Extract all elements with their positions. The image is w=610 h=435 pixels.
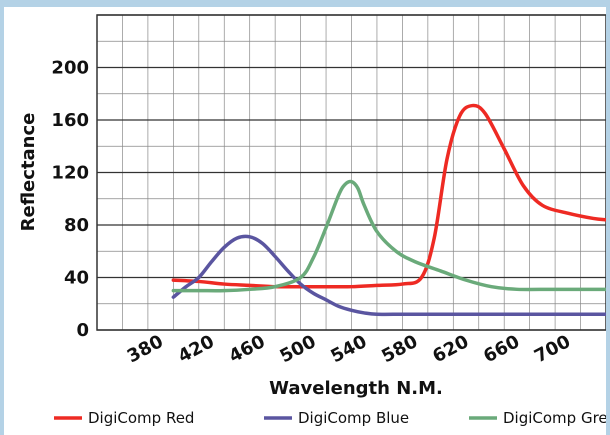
legend-label-digicomp-blue: DigiComp Blue xyxy=(298,409,409,427)
x-tick-label: 500 xyxy=(276,331,319,367)
series-line-digicomp-red xyxy=(171,103,606,289)
grid xyxy=(96,14,606,331)
series-layer xyxy=(171,103,606,317)
y-axis-title: Reflectance xyxy=(18,113,39,232)
legend-label-digicomp-green: DigiComp Green xyxy=(503,409,606,427)
x-tick-label: 700 xyxy=(531,331,574,367)
y-tick-label: 0 xyxy=(76,320,89,341)
legend: DigiComp Red DigiComp Blue DigiComp Green xyxy=(54,409,606,427)
x-axis-title: Wavelength N.M. xyxy=(269,378,443,399)
y-tick-label: 200 xyxy=(51,58,89,79)
chart-panel: 0 40 80 120 160 200 380 420 460 500 540 580 620 660 7… xyxy=(4,7,606,435)
x-tick-label: 460 xyxy=(226,331,269,367)
x-tick-label: 540 xyxy=(327,331,370,367)
y-tick-label: 160 xyxy=(51,110,89,131)
x-tick-label: 380 xyxy=(124,331,167,367)
y-tick-label: 120 xyxy=(51,163,89,184)
series-line-digicomp-green xyxy=(171,179,606,293)
y-tick-label: 80 xyxy=(64,215,89,236)
x-tick-label: 620 xyxy=(429,331,472,367)
x-tick-label: 580 xyxy=(378,331,421,367)
y-tick-labels: 0 40 80 120 160 200 xyxy=(51,58,89,342)
x-tick-label: 660 xyxy=(480,331,523,367)
series-line-digicomp-blue xyxy=(171,234,606,317)
legend-label-digicomp-red: DigiComp Red xyxy=(88,409,194,427)
reflectance-chart: 0 40 80 120 160 200 380 420 460 500 540 580 620 660 7… xyxy=(18,14,606,427)
x-tick-labels: 380 420 460 500 540 580 620 660 700 xyxy=(124,331,574,367)
x-tick-label: 420 xyxy=(175,331,218,367)
y-tick-label: 40 xyxy=(64,268,89,289)
plot-frame xyxy=(96,14,606,331)
